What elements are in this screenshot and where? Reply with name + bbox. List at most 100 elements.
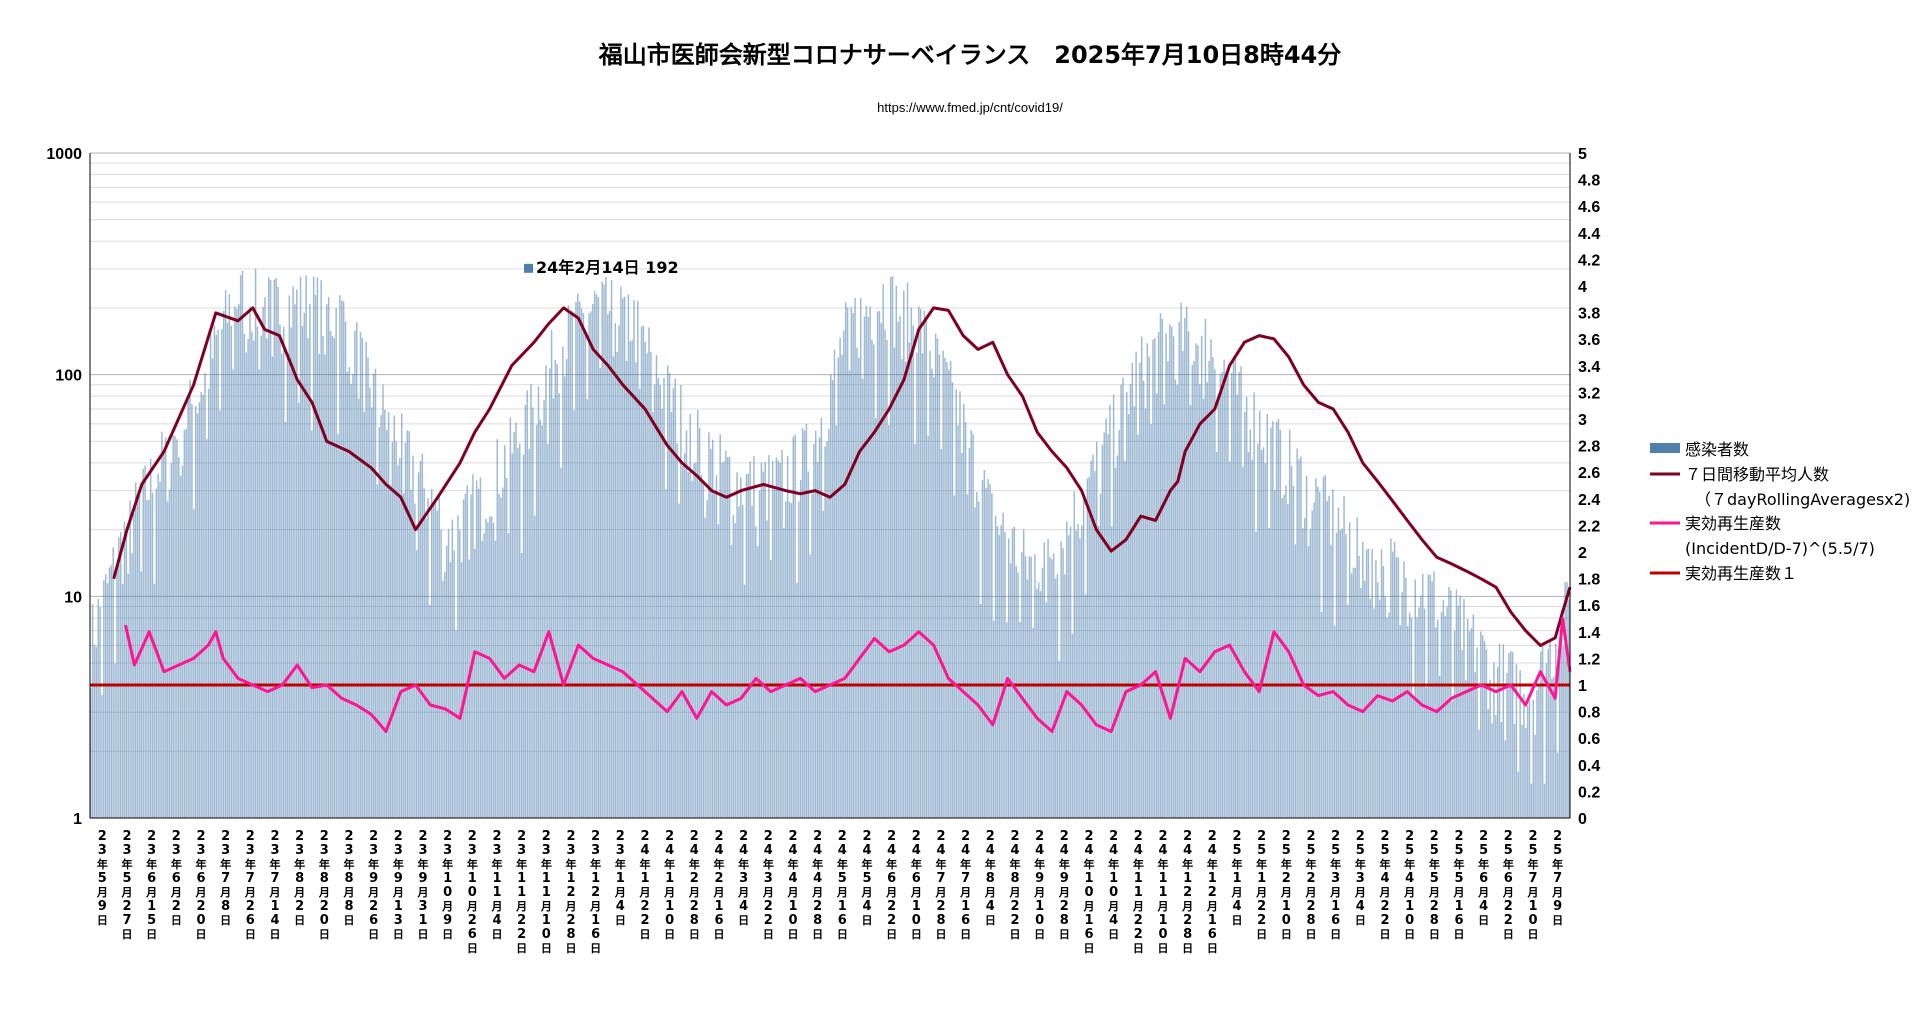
bar [822,510,824,818]
legend: 感染者数 ７日間移動平均人数 （７dayRollingAveragesx2) 実… [1650,440,1910,583]
right-tick-label: 0.8 [1578,705,1600,722]
bar [1397,557,1400,818]
x-tick-char: 1 [1084,871,1093,886]
bar [179,475,182,818]
x-tick-char: 2 [468,913,477,928]
x-tick-char: 4 [813,871,822,886]
bar [1082,499,1085,818]
bar [1367,548,1370,818]
bar [1255,531,1257,818]
bar [923,310,926,818]
bar [535,424,538,818]
bar [1534,734,1536,818]
x-tick-char: 月 [170,886,182,899]
x-tick-char: 7 [936,871,945,886]
x-tick-char: 0 [1084,885,1093,900]
bar [620,286,622,819]
bar [867,316,869,818]
x-tick-char: 6 [591,927,600,942]
bar [517,447,519,818]
bar [1257,443,1259,818]
bar [157,473,159,818]
line-series-effective-rt [124,617,1572,733]
bar [481,540,484,818]
bar [371,407,373,818]
bar [309,303,311,819]
bar [140,571,143,818]
x-tick-char: 4 [912,843,921,858]
bar [545,365,547,818]
x-tick-char: 月 [762,886,774,899]
bar [509,417,512,818]
x-tick-char: 4 [1109,843,1118,858]
x-tick-char: 月 [688,886,700,899]
bar [691,480,693,818]
bar [1017,572,1019,818]
bar [906,282,909,818]
x-tick-char: 月 [417,886,429,899]
bar [254,268,257,818]
bar [1279,429,1282,818]
bar [436,510,439,818]
bar [978,501,980,818]
bar [232,369,234,818]
bar [1446,606,1448,818]
bar [1144,408,1147,818]
bar [1386,617,1388,818]
x-tick-char: 2 [764,899,773,914]
bar [485,518,487,818]
bar [1403,561,1405,818]
x-tick-char: 2 [1232,829,1241,844]
bar [457,515,459,818]
bar [282,326,285,818]
bar [275,278,277,819]
x-tick-char: 4 [616,899,625,914]
bar [125,531,128,818]
x-tick-char: 年 [393,857,404,871]
bar [623,296,626,818]
x-tick-char: 月 [1157,900,1169,913]
bar [1468,631,1471,818]
x-tick-char: 1 [1405,899,1414,914]
bar [708,432,710,818]
x-tick-char: 2 [344,829,353,844]
x-tick-char: 月 [935,886,947,899]
x-tick-char: 2 [1134,913,1143,928]
bar [1360,587,1362,818]
right-axis-ticks: 0 0.2 0.4 0.6 0.8 1 1.2 1.4 1.6 1.8 2 2.2 2.4 2.6 2.8 3… [1578,146,1600,828]
bar [1556,752,1559,818]
bar [901,359,903,818]
x-tick-char: 5 [122,871,131,886]
x-tick-char: 年 [1232,857,1243,871]
bar [1382,565,1385,818]
bar [397,465,399,818]
bar [1438,675,1441,818]
bar [380,415,382,818]
bar [1165,333,1167,818]
bar [1405,577,1407,818]
bar [1390,538,1392,818]
x-tick-char: 日 [1158,942,1169,955]
x-tick-char: 1 [517,885,526,900]
x-tick-char: 2 [1208,885,1217,900]
bar [1543,783,1546,818]
x-tick-char: 月 [910,886,922,899]
x-tick-char: 2 [566,829,575,844]
x-tick-char: 日 [862,914,873,927]
x-tick-char: 4 [714,843,723,858]
bar [835,425,838,818]
x-tick-char: 3 [492,843,501,858]
bar [1466,618,1469,818]
bar [1502,644,1505,818]
x-tick-char: 1 [566,871,575,886]
x-tick-char: 5 [1430,871,1439,886]
bar [706,500,708,818]
bar [299,276,302,818]
x-tick-char: 4 [1035,843,1044,858]
x-tick-char: 日 [122,928,133,941]
x-tick-char: 1 [1158,885,1167,900]
bar [807,471,809,818]
bar [861,378,864,818]
bar [637,300,639,818]
bar [1036,588,1038,818]
